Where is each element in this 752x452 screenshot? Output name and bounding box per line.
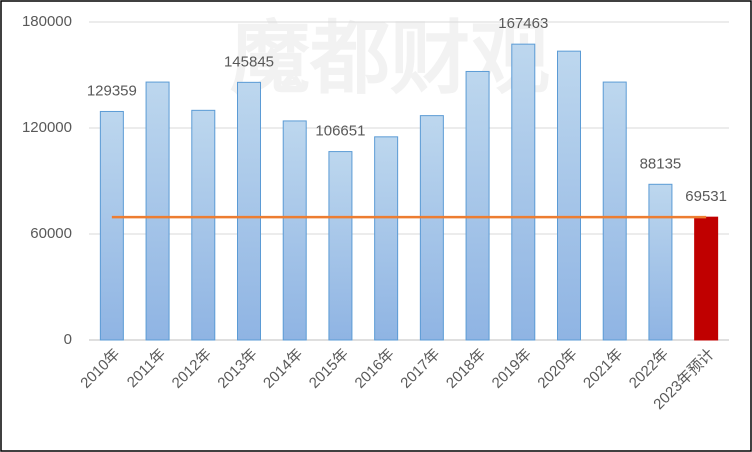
- y-tick-label: 120000: [22, 119, 72, 136]
- data-label: 167463: [498, 15, 548, 32]
- data-label: 129359: [87, 82, 137, 99]
- bar: [465, 70, 490, 341]
- bar: [282, 120, 307, 341]
- bar: [237, 81, 261, 341]
- data-label: 69531: [685, 188, 727, 205]
- bar: [602, 81, 627, 341]
- y-tick-label: 0: [64, 331, 72, 348]
- bar: [557, 50, 581, 341]
- bar: [145, 81, 170, 341]
- bar: [694, 216, 719, 341]
- bar: [511, 43, 536, 341]
- y-tick-label: 180000: [22, 13, 72, 30]
- data-label: 88135: [640, 155, 682, 172]
- data-label: 106651: [315, 123, 365, 140]
- watermark: 魔都财观: [230, 14, 550, 103]
- bar: [99, 110, 124, 341]
- bar: [648, 183, 673, 341]
- bar: [419, 115, 444, 341]
- y-tick-label: 60000: [30, 225, 72, 242]
- bar: [191, 109, 216, 341]
- bar: [328, 151, 353, 341]
- data-label: 145845: [224, 53, 274, 70]
- bar: [374, 136, 399, 341]
